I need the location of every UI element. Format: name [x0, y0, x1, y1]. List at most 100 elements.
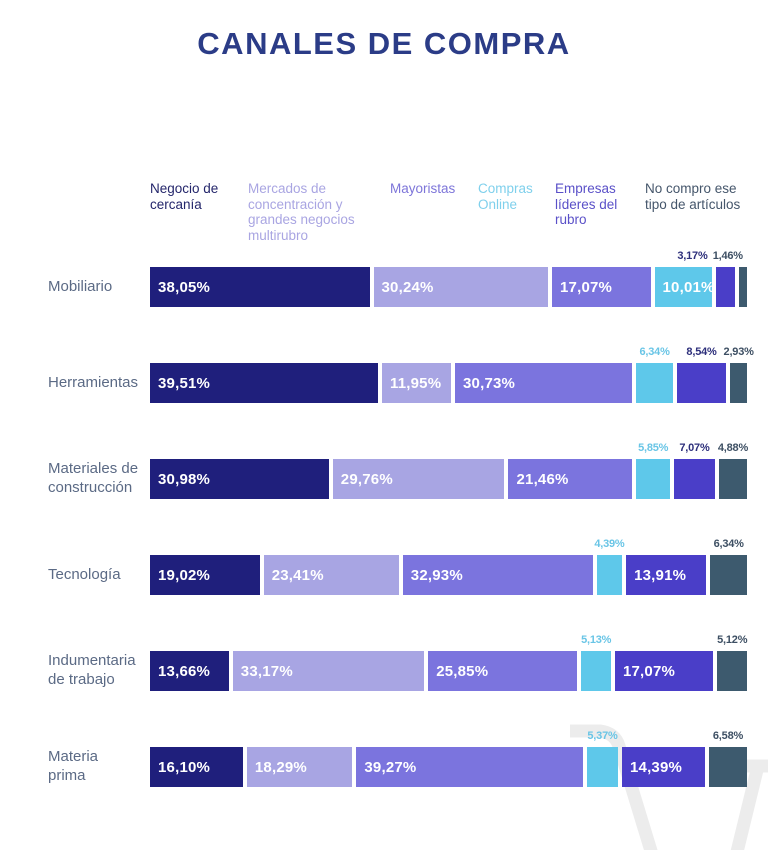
segment-value-label: 17,07% [560, 278, 613, 296]
segment-value-label: 19,02% [158, 566, 211, 584]
stacked-bar: 16,10% 18,29% 39,27% 5,37% 14,39% 6,58% [150, 730, 747, 787]
segment-value-label: 2,93% [723, 346, 754, 358]
segment-value-label: 39,51% [158, 374, 211, 392]
chart-row: Mobiliario 38,05% 30,24% 17,07% 10,01% 3,17% 1… [48, 250, 747, 307]
bar-segment: 13,66% [150, 651, 229, 691]
bars-area: Mobiliario 38,05% 30,24% 17,07% 10,01% 3,17% 1… [48, 250, 754, 843]
segment-value-label: 21,46% [516, 470, 569, 488]
legend-item: Mayoristas [390, 181, 456, 196]
legend-item: Empresas líderes del rubro [555, 181, 618, 228]
segment-value-label: 7,07% [679, 442, 710, 454]
segment-value-label: 3,17% [677, 250, 708, 262]
segment-value-label: 39,27% [364, 758, 417, 776]
chart-row: Materia prima 16,10% 18,29% 39,27% 5,37% 14,39… [48, 730, 747, 787]
segment-value-label: 6,58% [712, 730, 744, 742]
bar-segment: 5,12% [717, 634, 748, 691]
bar-segment: 11,95% [382, 363, 451, 403]
bar-segment: 4,88% [718, 442, 748, 499]
bar-segment: 10,01% [654, 267, 715, 307]
bar-segment: 2,93% [724, 346, 754, 403]
bar-segment: 13,91% [626, 555, 707, 595]
segment-value-label: 17,07% [622, 662, 676, 680]
bar-segment: 39,51% [150, 363, 378, 403]
segment-value-label: 25,85% [436, 662, 489, 680]
category-label: Mobiliario [48, 277, 113, 295]
legend-item: Mercados de concentración y grandes nego… [248, 181, 355, 243]
bar-segment: 5,37% [586, 730, 618, 787]
category-label: Tecnología [48, 565, 121, 583]
segment-value-label: 33,17% [240, 662, 293, 680]
stacked-bar: 19,02% 23,41% 32,93% 4,39% 13,91% 6,34% [150, 538, 747, 595]
bar-segment: 29,76% [332, 459, 505, 499]
segment-value-label: 16,10% [158, 758, 211, 776]
bar-segment: 4,39% [594, 538, 625, 595]
bar-segment: 32,93% [402, 555, 593, 595]
bar-segment: 18,29% [246, 747, 353, 787]
bar-segment: 16,10% [150, 747, 243, 787]
bar-segment: 30,24% [373, 267, 548, 307]
bar-segment: 21,46% [508, 459, 633, 499]
segment-value-label: 5,37% [587, 730, 618, 742]
bar-segment: 38,05% [150, 267, 370, 307]
bar-segment: 5,13% [581, 634, 611, 691]
category-label: Indumentaria de trabajo [48, 652, 136, 688]
segment-value-label: 5,12% [717, 634, 748, 646]
bar-segment: 23,41% [263, 555, 399, 595]
bar-segment: 25,85% [428, 651, 578, 691]
segment-value-label: 30,98% [158, 470, 211, 488]
bar-segment: 3,17% [677, 250, 735, 307]
chart-row: Herramientas 39,51% 11,95% 30,73% 6,34% 8,54%… [48, 346, 754, 403]
legend: Negocio de cercanía Mercados de concentra… [0, 181, 768, 261]
bar-segment: 39,27% [356, 747, 583, 787]
bar-segment: 30,98% [150, 459, 329, 499]
legend-item: No compro ese tipo de artículos [645, 181, 741, 212]
bar-segment: 5,85% [636, 442, 671, 499]
bar-segment: 17,07% [614, 651, 714, 691]
category-label: Herramientas [48, 373, 139, 391]
chart-row: Indumentaria de trabajo 13,66% 33,17% 25,85%… [48, 634, 748, 691]
segment-value-label: 1,46% [712, 250, 743, 262]
segment-value-label: 6,34% [713, 538, 744, 550]
bar-segment: 6,58% [708, 730, 747, 787]
segment-value-label: 18,29% [254, 758, 307, 776]
segment-value-label: 8,54% [686, 346, 717, 358]
bar-segment: 14,39% [621, 747, 705, 787]
segment-value-label: 38,05% [158, 278, 211, 296]
category-label: Materiales de construcción [48, 460, 139, 496]
segment-value-label: 10,01% [662, 278, 715, 296]
segment-value-label: 30,24% [381, 278, 434, 296]
segment-value-label: 13,91% [634, 566, 687, 584]
bar-segment: 7,07% [674, 442, 715, 499]
segment-value-label: 5,13% [581, 634, 612, 646]
chart-title: CANALES DE COMPRA [197, 26, 571, 61]
bar-segment: 30,73% [455, 363, 633, 403]
bar-segment: 6,34% [710, 538, 747, 595]
stacked-bar: 30,98% 29,76% 21,46% 5,85% 7,07% 4,88% [150, 442, 748, 499]
category-label: Materia prima [48, 748, 99, 784]
chart-row: Materiales de construcción 30,98% 29,76% 21,… [48, 442, 748, 499]
segment-value-label: 29,76% [340, 470, 393, 488]
legend-item: Compras Online [478, 181, 533, 212]
stacked-bar: 39,51% 11,95% 30,73% 6,34% 8,54% 2,93% [150, 346, 754, 403]
bar-segment: 8,54% [676, 346, 727, 403]
segment-value-label: 14,39% [629, 758, 683, 776]
bar-segment: 1,46% [713, 250, 747, 307]
chart-row: Tecnología 19,02% 23,41% 32,93% 4,39% 13,91% 6… [48, 538, 747, 595]
stacked-bar: 38,05% 30,24% 17,07% 10,01% 3,17% 1,46% [150, 250, 747, 307]
stacked-bar: 13,66% 33,17% 25,85% 5,13% 17,07% 5,12% [150, 634, 748, 691]
segment-value-label: 13,66% [158, 662, 211, 680]
bar-segment: 19,02% [150, 555, 260, 595]
segment-value-label: 11,95% [390, 374, 442, 392]
bar-segment: 17,07% [552, 267, 651, 307]
segment-value-label: 5,85% [638, 442, 669, 454]
segment-value-label: 23,41% [271, 566, 324, 584]
bar-segment: 6,34% [636, 346, 673, 403]
segment-value-label: 6,34% [639, 346, 670, 358]
segment-value-label: 4,88% [717, 442, 749, 454]
segment-value-label: 4,39% [594, 538, 625, 550]
segment-value-label: 30,73% [463, 374, 516, 392]
segment-value-label: 32,93% [410, 566, 463, 584]
legend-item: Negocio de cercanía [150, 181, 219, 212]
bar-segment: 33,17% [232, 651, 425, 691]
